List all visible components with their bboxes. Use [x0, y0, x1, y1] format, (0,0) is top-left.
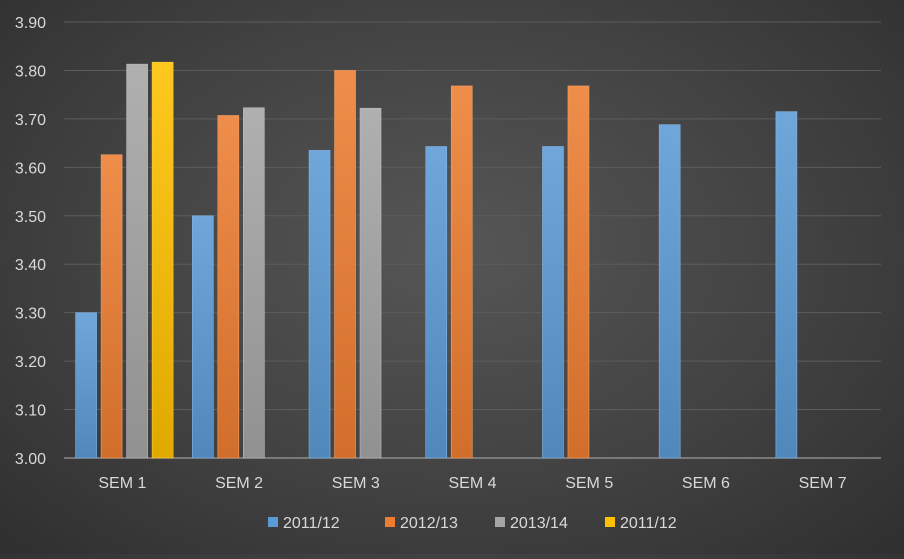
bar — [334, 70, 356, 459]
bar — [542, 146, 564, 459]
legend-label: 2011/12 — [283, 515, 340, 532]
y-tick-label: 3.00 — [15, 451, 46, 468]
bar — [126, 63, 148, 459]
bar — [450, 85, 473, 459]
bar — [192, 215, 214, 459]
y-tick-label: 3.50 — [15, 209, 46, 226]
y-axis-ticks: 3.00 3.10 3.20 3.30 3.40 3.50 3.60 3.70 3.80 3.90 — [15, 15, 46, 468]
bars — [75, 61, 798, 459]
legend-swatch — [385, 517, 395, 527]
y-tick-label: 3.80 — [15, 63, 46, 80]
y-tick-label: 3.10 — [15, 403, 46, 420]
bar — [775, 111, 798, 459]
bar — [658, 124, 681, 459]
x-tick-label: SEM 5 — [565, 475, 613, 492]
y-tick-label: 3.30 — [15, 306, 46, 323]
bar — [75, 312, 97, 459]
legend-swatch — [605, 517, 615, 527]
bar — [425, 146, 448, 459]
x-tick-label: SEM 7 — [799, 475, 847, 492]
y-tick-label: 3.90 — [15, 15, 46, 32]
legend-label: 2012/13 — [400, 515, 458, 532]
y-tick-label: 3.20 — [15, 354, 46, 371]
x-tick-label: SEM 3 — [332, 475, 380, 492]
x-tick-label: SEM 1 — [98, 475, 146, 492]
bar — [308, 150, 331, 459]
bar — [151, 61, 174, 459]
x-tick-label: SEM 4 — [448, 475, 496, 492]
bar — [100, 154, 123, 459]
bar — [243, 107, 265, 459]
legend-swatch — [495, 517, 505, 527]
x-tick-label: SEM 6 — [682, 475, 730, 492]
x-tick-label: SEM 2 — [215, 475, 263, 492]
bar — [567, 85, 590, 459]
legend-label: 2011/12 — [620, 515, 677, 532]
legend-swatch — [268, 517, 278, 527]
legend: 2011/12 2012/13 2013/14 2011/12 — [268, 515, 677, 532]
y-tick-label: 3.60 — [15, 160, 46, 177]
bar — [359, 107, 382, 459]
legend-label: 2013/14 — [510, 515, 568, 532]
bar — [217, 115, 240, 459]
y-tick-label: 3.70 — [15, 112, 46, 129]
x-axis-ticks: SEM 1 SEM 2 SEM 3 SEM 4 SEM 5 SEM 6 SEM 7 — [98, 475, 846, 492]
y-tick-label: 3.40 — [15, 257, 46, 274]
